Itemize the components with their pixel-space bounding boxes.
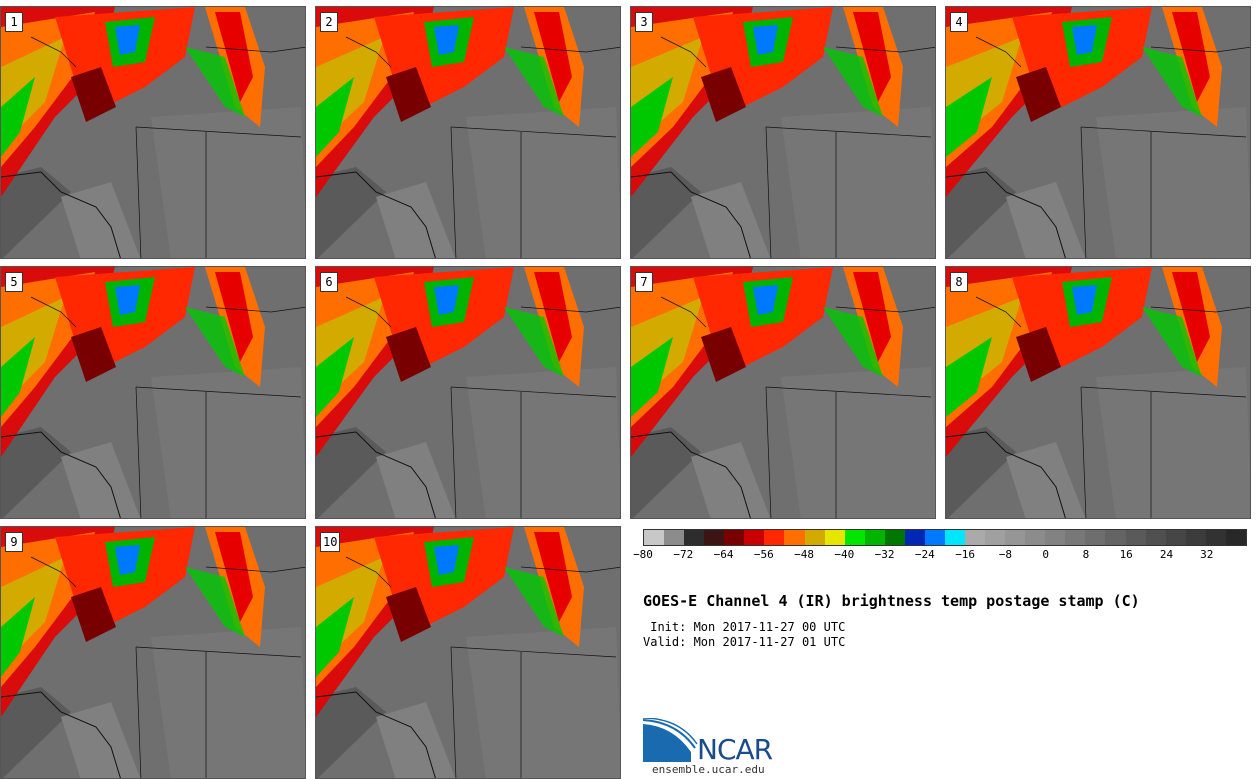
colorbar-tick-label: −80 (633, 548, 653, 561)
stamp-panel-8: 8 (945, 266, 1251, 519)
colorbar-segment (744, 530, 765, 545)
stamp-panel-6: 6 (315, 266, 621, 519)
stamp-panel-4: 4 (945, 6, 1251, 259)
colorbar-segment (965, 530, 986, 545)
colorbar-segment (764, 530, 785, 545)
stamp-panel-5: 5 (0, 266, 306, 519)
colorbar-segment (844, 530, 865, 545)
panel-label: 2 (320, 12, 338, 32)
colorbar-segment (724, 530, 745, 545)
logo-text: NCAR (697, 733, 773, 766)
panel-label: 5 (5, 272, 23, 292)
colorbar-segment (1105, 530, 1126, 545)
ncar-logo-icon (643, 718, 698, 762)
colorbar-segment (684, 530, 705, 545)
stamp-panel-10: 10 (315, 526, 621, 779)
colorbar-segment (1025, 530, 1046, 545)
colorbar-ticks: −80 −72 −64 −56 −48 −40 −32 −24 −16 −8 0 8 16 24 32 (633, 546, 1247, 566)
colorbar-tick-label: −8 (998, 548, 1013, 561)
stamp-panel-1: 1 (0, 6, 306, 259)
panel-label: 7 (635, 272, 653, 292)
figure-title: GOES-E Channel 4 (IR) brightness temp po… (643, 592, 1140, 610)
satellite-map-6 (316, 267, 620, 518)
satellite-map-8 (946, 267, 1250, 518)
satellite-map-7 (631, 267, 935, 518)
panel-label: 6 (320, 272, 338, 292)
stamp-panel-9: 9 (0, 526, 306, 779)
colorbar-tick-label: −40 (834, 548, 855, 561)
stamp-panel-2: 2 (315, 6, 621, 259)
colorbar-segment (1125, 530, 1146, 545)
colorbar-segment (944, 530, 965, 545)
stamp-panel-7: 7 (630, 266, 936, 519)
panel-label: 8 (950, 272, 968, 292)
satellite-map-10 (316, 527, 620, 778)
colorbar-segment (1045, 530, 1066, 545)
panel-label: 9 (5, 532, 23, 552)
colorbar-segment (664, 530, 685, 545)
colorbar-segment (1085, 530, 1106, 545)
panel-label: 1 (5, 12, 23, 32)
logo-url: ensemble.ucar.edu (652, 763, 765, 776)
colorbar-segment (704, 530, 725, 545)
colorbar-tick-label: −64 (713, 548, 734, 561)
colorbar-segment (804, 530, 825, 545)
valid-time: Valid: Mon 2017-11-27 01 UTC (643, 635, 846, 649)
satellite-map-2 (316, 7, 620, 258)
colorbar-segment (1185, 530, 1206, 545)
colorbar-segment (824, 530, 845, 545)
panel-label: 4 (950, 12, 968, 32)
colorbar-tick-label: 0 (1042, 548, 1049, 561)
colorbar-segment (784, 530, 805, 545)
colorbar-segment (985, 530, 1006, 545)
colorbar-tick-label: −48 (794, 548, 814, 561)
satellite-map-4 (946, 7, 1250, 258)
colorbar-tick-label: −24 (914, 548, 935, 561)
colorbar-tick-label: 8 (1082, 548, 1090, 561)
colorbar-tick-label: −32 (874, 548, 895, 561)
satellite-map-1 (1, 7, 305, 258)
colorbar-segment (1205, 530, 1226, 545)
satellite-map-9 (1, 527, 305, 778)
colorbar-segment (1165, 530, 1186, 545)
colorbar-segment (1225, 530, 1246, 545)
colorbar-segment (1145, 530, 1166, 545)
colorbar-segment (924, 530, 945, 545)
colorbar-tick-label: 32 (1200, 548, 1214, 561)
colorbar (643, 529, 1247, 546)
satellite-map-5 (1, 267, 305, 518)
colorbar-segment (644, 530, 665, 545)
colorbar-tick-label: −56 (753, 548, 774, 561)
colorbar-segment (1005, 530, 1026, 545)
colorbar-tick-label: 16 (1119, 548, 1133, 561)
colorbar-segment (864, 530, 885, 545)
colorbar-tick-label: 24 (1159, 548, 1174, 561)
colorbar-tick-label: −16 (955, 548, 976, 561)
init-time: Init: Mon 2017-11-27 00 UTC (643, 620, 846, 634)
panel-label: 10 (320, 532, 341, 552)
colorbar-segment (904, 530, 925, 545)
colorbar-segment (884, 530, 905, 545)
colorbar-tick-label: −72 (673, 548, 694, 561)
colorbar-segment (1065, 530, 1086, 545)
stamp-panel-3: 3 (630, 6, 936, 259)
satellite-map-3 (631, 7, 935, 258)
panel-label: 3 (635, 12, 653, 32)
